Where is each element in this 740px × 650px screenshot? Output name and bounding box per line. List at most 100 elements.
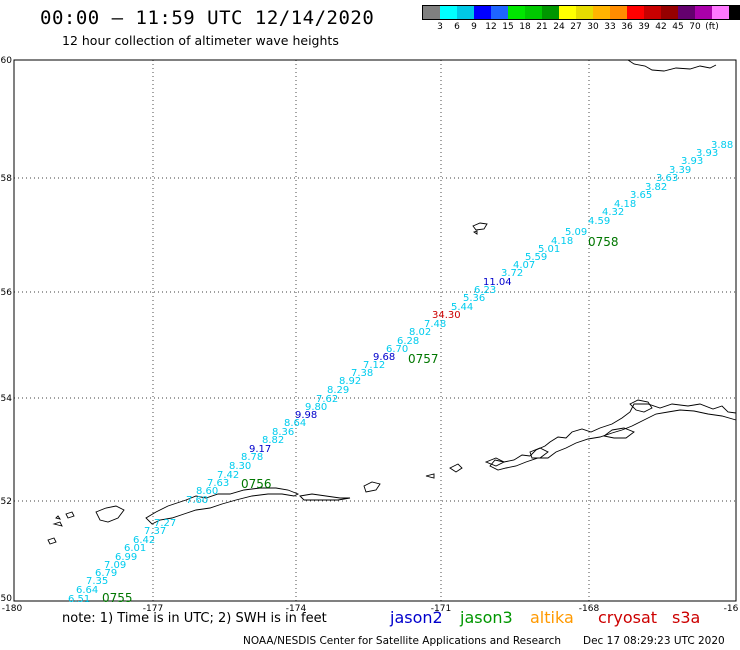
legend-label: 18 <box>519 22 531 32</box>
lat-label: 52 <box>1 497 12 507</box>
attu-islet-2 <box>52 521 63 527</box>
swh-value: 8.60 <box>196 486 218 497</box>
sat-altika: altika <box>530 608 574 627</box>
legend-swatch <box>559 6 576 19</box>
timestamp: Dec 17 08:29:23 UTC 2020 <box>583 635 725 647</box>
swh-value: 6.42 <box>133 535 155 546</box>
swh-value: 8.30 <box>229 461 251 472</box>
sat-s3a: s3a <box>672 608 701 627</box>
unimak-island <box>602 427 635 439</box>
swh-value: 8.29 <box>327 385 349 396</box>
pribilof-island-1 <box>472 222 488 231</box>
legend-label: 24 <box>553 22 565 32</box>
swh-value: 6.28 <box>397 336 419 347</box>
swh-value: 7.35 <box>86 576 108 587</box>
color-legend: 3 6 9 12 15 18 21 24 27 30 33 36 39 42 45 70 (ft) <box>422 5 740 32</box>
swh-value: 6.64 <box>76 585 98 596</box>
swh-value: 7.63 <box>207 478 229 489</box>
time-label: 0758 <box>588 235 619 249</box>
swh-track: 6.51 6.64 7.35 6.79 7.09 6.99 6.01 6.42 … <box>68 140 733 605</box>
legend-label: 36 <box>621 22 633 32</box>
swh-value: 5.09 <box>565 227 587 238</box>
lon-label: -174 <box>286 604 307 614</box>
credit-line: NOAA/NESDIS Center for Satellite Applica… <box>243 635 561 647</box>
swh-value: 7.60 <box>186 495 208 506</box>
legend-label: 15 <box>502 22 514 32</box>
buldir-islet <box>55 515 62 520</box>
swh-value: 7.12 <box>363 360 385 371</box>
legend-swatch <box>644 6 661 19</box>
legend-swatch <box>593 6 610 19</box>
swh-value: 5.44 <box>451 302 473 313</box>
swh-value: 6.70 <box>386 344 408 355</box>
andreanof-islands <box>299 493 351 501</box>
legend-swatch <box>695 6 712 19</box>
legend-swatch <box>712 6 729 19</box>
swh-value: 3.93 <box>696 148 718 159</box>
swh-value: 7.09 <box>104 560 126 571</box>
legend-swatch <box>440 6 457 19</box>
swh-value: 8.78 <box>241 452 263 463</box>
lon-label: -168 <box>579 604 600 614</box>
lat-label: 54 <box>1 394 13 404</box>
swh-value: 3.65 <box>630 190 652 201</box>
lat-label: 58 <box>1 174 13 184</box>
alaska-peninsula <box>489 403 737 471</box>
swh-value: 3.39 <box>669 165 691 176</box>
unalaska-island <box>529 447 549 459</box>
sat-jason2: jason2 <box>390 608 443 627</box>
islands-of-four-mountains <box>484 457 506 467</box>
swh-value: 8.82 <box>262 435 284 446</box>
islet-a <box>425 473 435 479</box>
lat-label: 56 <box>1 288 13 298</box>
swh-value: 6.99 <box>115 552 137 563</box>
time-labels: 0755 0756 0757 0758 <box>102 235 619 605</box>
swh-value: 5.01 <box>538 244 560 255</box>
swh-value: 8.92 <box>339 376 361 387</box>
time-label: 0755 <box>102 591 133 605</box>
legend-swatch <box>610 6 627 19</box>
swh-value: 6.23 <box>474 285 496 296</box>
lat-label: 60 <box>1 56 13 66</box>
legend-label: 3 <box>437 22 443 32</box>
atka-island <box>363 481 381 493</box>
swh-value: 4.32 <box>602 207 624 218</box>
swh-value: 9.98 <box>295 410 317 421</box>
coastlines <box>47 59 737 545</box>
near-islands <box>95 505 125 523</box>
kodiak-area <box>629 399 653 413</box>
swh-value: 3.72 <box>501 268 523 279</box>
map-frame <box>13 59 737 602</box>
attu-islet-1 <box>65 511 75 519</box>
sat-jason3: jason3 <box>460 608 513 627</box>
swh-value: 7.38 <box>351 368 373 379</box>
swh-value: 9.68 <box>373 352 395 363</box>
swh-value: 9.80 <box>305 402 327 413</box>
mainland-coast-north <box>627 59 717 72</box>
legend-swatch <box>661 6 678 19</box>
pribilof-island-2 <box>472 230 478 235</box>
legend-label: 9 <box>471 22 477 32</box>
swh-value: 3.82 <box>645 182 667 193</box>
swh-value: 7.48 <box>424 319 446 330</box>
lat-label: 50 <box>1 594 13 604</box>
legend-swatch <box>508 6 525 19</box>
swh-value: 7.62 <box>316 394 338 405</box>
time-label: 0756 <box>241 477 272 491</box>
legend-swatches <box>422 5 740 20</box>
legend-swatch <box>627 6 644 19</box>
legend-labels: 3 6 9 12 15 18 21 24 27 30 33 36 39 42 45 70 (ft) <box>422 20 740 32</box>
legend-label: 39 <box>638 22 650 32</box>
swh-value: 3.63 <box>656 173 678 184</box>
lon-label: -171 <box>431 604 451 614</box>
swh-value: 5.36 <box>463 293 485 304</box>
legend-label: 30 <box>587 22 599 32</box>
swh-value: 4.07 <box>513 260 535 271</box>
legend-swatch <box>729 6 740 19</box>
legend-label: 12 <box>485 22 497 32</box>
swh-value: 5.59 <box>525 252 547 263</box>
legend-swatch <box>474 6 491 19</box>
swh-value: 4.18 <box>614 199 636 210</box>
swh-value: 6.01 <box>124 543 146 554</box>
